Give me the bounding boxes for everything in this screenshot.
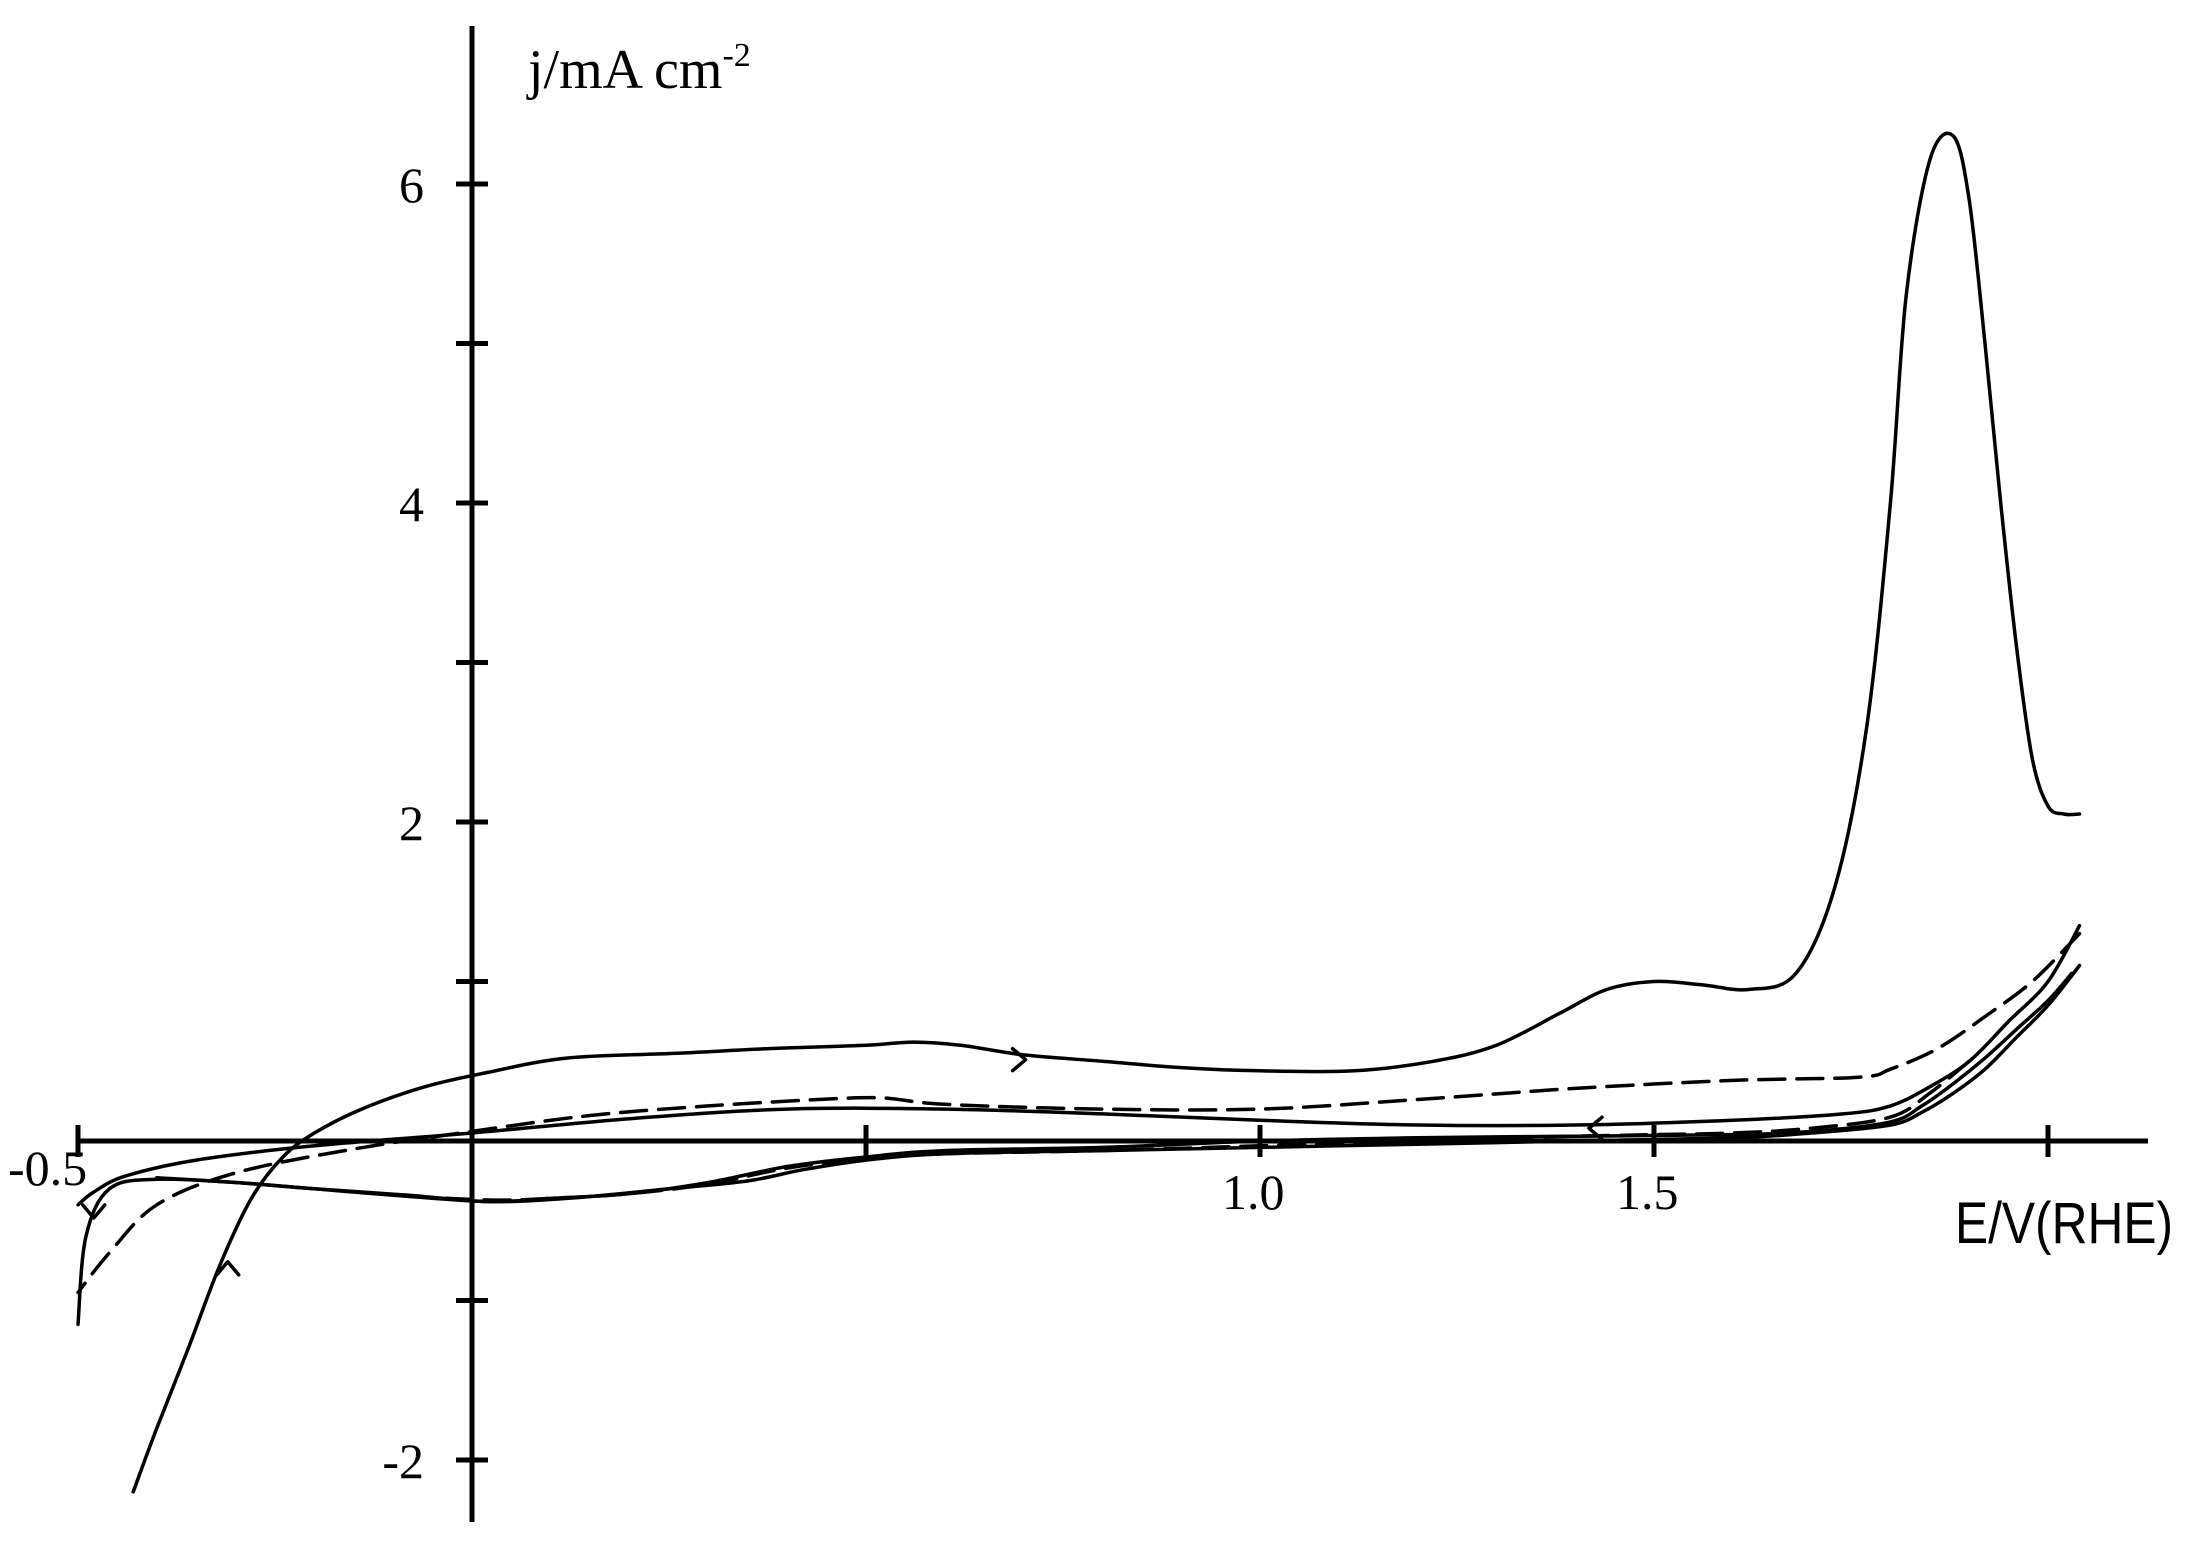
series-5-dashed-curve	[76, 931, 2082, 1295]
x-tick-label: -0.5	[8, 1140, 87, 1196]
series-2-solid-curve	[76, 923, 2082, 1207]
labels-layer: j/mA cm-2 E/V(RHE) -0.5 1.0 1.5 6 4 2 -2	[8, 37, 2173, 1489]
series-4-solid-curve	[155, 971, 2074, 1204]
axes-layer	[75, 26, 2148, 1522]
sweep-direction-arrow-right	[1010, 1046, 1028, 1073]
y-tick-label: 6	[399, 157, 424, 213]
sweep-direction-arrow-left	[1587, 1115, 1604, 1141]
y-tick-label: -2	[382, 1433, 424, 1489]
x-tick-label: 1.5	[1616, 1164, 1679, 1220]
series-1-solid-curve	[131, 131, 2082, 1494]
annotations-layer	[81, 1046, 1604, 1277]
x-tick-label: 1.0	[1222, 1164, 1285, 1220]
sweep-direction-arrow-down	[81, 1203, 107, 1220]
x-axis-label: E/V(RHE)	[1955, 1191, 2173, 1256]
y-axis-label: j/mA cm-2	[526, 37, 751, 101]
y-tick-label: 2	[399, 795, 424, 851]
series-6-dashed-curve	[391, 1059, 1971, 1202]
curves-layer	[76, 131, 2082, 1494]
y-tick-label: 4	[399, 476, 424, 532]
sweep-direction-arrow-up	[214, 1260, 241, 1277]
